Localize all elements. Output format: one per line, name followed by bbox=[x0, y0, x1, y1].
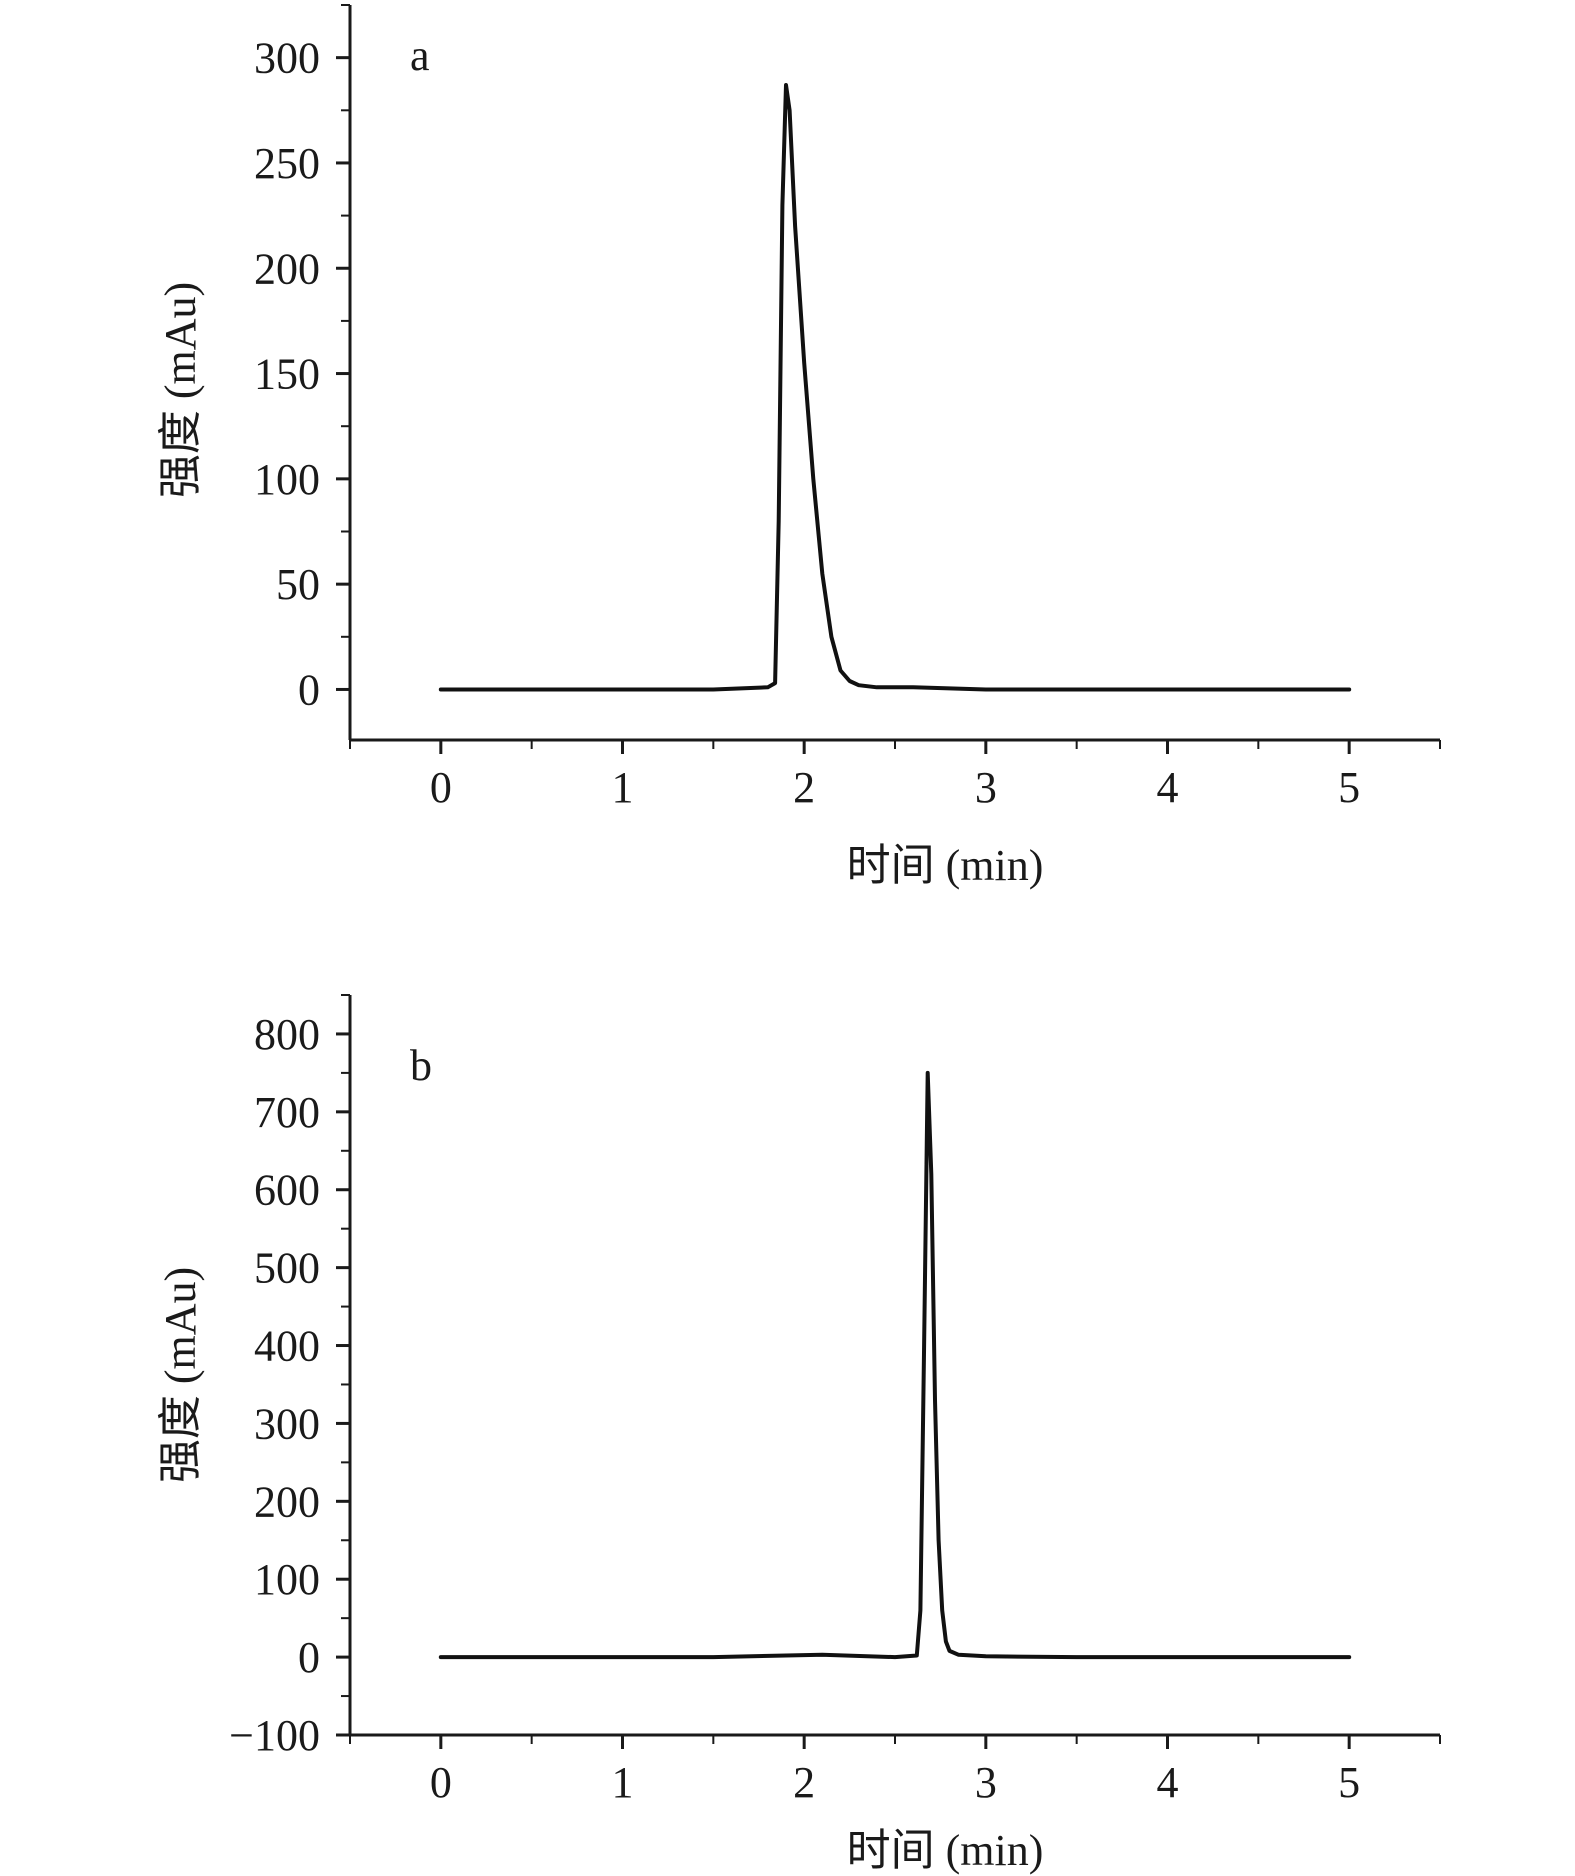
y-axis-title: 强度 (mAu) bbox=[156, 282, 205, 498]
y-tick-label: 300 bbox=[254, 1399, 320, 1448]
y-tick-label: 200 bbox=[254, 244, 320, 293]
y-tick-label: 0 bbox=[298, 665, 320, 714]
y-tick-label: 0 bbox=[298, 1633, 320, 1682]
y-tick-label: 50 bbox=[276, 560, 320, 609]
x-tick-label: 0 bbox=[430, 763, 452, 812]
chromatogram-trace bbox=[438, 1070, 1352, 1660]
x-tick-label: 2 bbox=[793, 1758, 815, 1807]
x-tick-label: 2 bbox=[793, 763, 815, 812]
x-tick-label: 4 bbox=[1157, 1758, 1179, 1807]
y-tick-label: 250 bbox=[254, 139, 320, 188]
y-tick-label: 300 bbox=[254, 34, 320, 83]
x-tick-label: 5 bbox=[1338, 763, 1360, 812]
y-tick-label: 150 bbox=[254, 350, 320, 399]
x-tick-label: 1 bbox=[612, 763, 634, 812]
y-tick-label: 100 bbox=[254, 455, 320, 504]
x-tick-label: 5 bbox=[1338, 1758, 1360, 1807]
y-tick-label: 400 bbox=[254, 1322, 320, 1371]
panel-label: b bbox=[410, 1041, 432, 1090]
y-tick-label: 100 bbox=[254, 1555, 320, 1604]
chart-panel-b: 0 1 2 3 4 5 −100 0 100 200 300 400 500 600 700 800 时间 (m… bbox=[156, 994, 1441, 1875]
x-tick-label: 3 bbox=[975, 763, 997, 812]
x-axis-title: 时间 (min) bbox=[847, 1826, 1044, 1875]
x-tick-label: 1 bbox=[612, 1758, 634, 1807]
x-tick-label: 4 bbox=[1157, 763, 1179, 812]
x-tick-label: 3 bbox=[975, 1758, 997, 1807]
panel-label: a bbox=[410, 31, 430, 80]
y-axis-title: 强度 (mAu) bbox=[156, 1267, 205, 1483]
x-tick-label: 0 bbox=[430, 1758, 452, 1807]
y-tick-label: 200 bbox=[254, 1477, 320, 1526]
y-tick-label: 800 bbox=[254, 1010, 320, 1059]
y-tick-label: 500 bbox=[254, 1244, 320, 1293]
y-tick-label: 700 bbox=[254, 1088, 320, 1137]
y-tick-label: 600 bbox=[254, 1166, 320, 1215]
chromatogram-trace bbox=[438, 83, 1352, 692]
y-tick-label: −100 bbox=[229, 1711, 320, 1760]
x-axis-title: 时间 (min) bbox=[847, 841, 1044, 890]
